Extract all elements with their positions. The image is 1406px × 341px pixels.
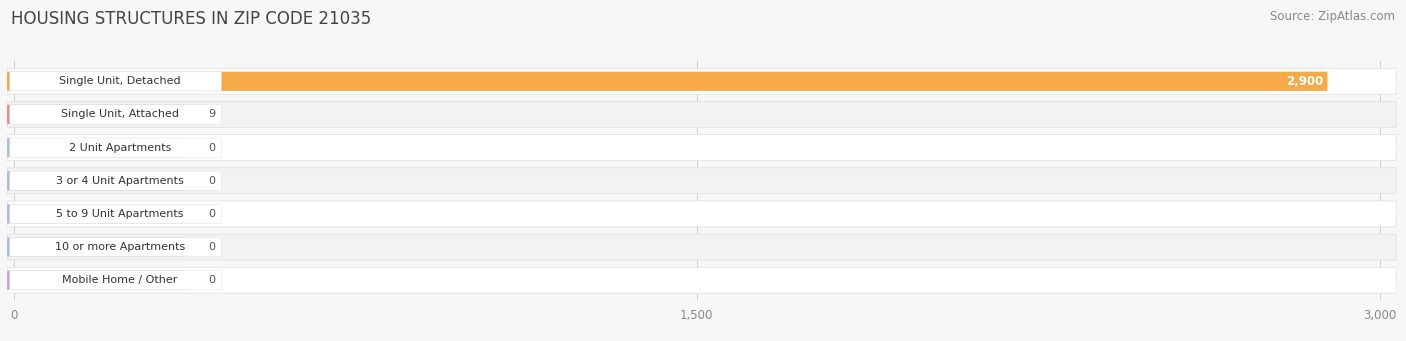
Text: 2 Unit Apartments: 2 Unit Apartments <box>69 143 172 152</box>
Text: Mobile Home / Other: Mobile Home / Other <box>62 275 177 285</box>
FancyBboxPatch shape <box>10 171 222 190</box>
FancyBboxPatch shape <box>7 234 1396 260</box>
FancyBboxPatch shape <box>7 267 1396 293</box>
Text: 3 or 4 Unit Apartments: 3 or 4 Unit Apartments <box>56 176 184 186</box>
Text: 0: 0 <box>208 143 215 152</box>
Text: 0: 0 <box>208 242 215 252</box>
Text: Source: ZipAtlas.com: Source: ZipAtlas.com <box>1270 10 1395 23</box>
FancyBboxPatch shape <box>7 270 184 290</box>
FancyBboxPatch shape <box>10 72 222 91</box>
Text: 0: 0 <box>208 209 215 219</box>
Text: Single Unit, Attached: Single Unit, Attached <box>60 109 179 119</box>
FancyBboxPatch shape <box>7 201 1396 227</box>
FancyBboxPatch shape <box>7 102 1396 127</box>
FancyBboxPatch shape <box>7 105 184 124</box>
Text: Single Unit, Detached: Single Unit, Detached <box>59 76 181 86</box>
Text: 0: 0 <box>208 176 215 186</box>
Text: 10 or more Apartments: 10 or more Apartments <box>55 242 186 252</box>
Text: 9: 9 <box>208 109 215 119</box>
Text: 2,900: 2,900 <box>1286 75 1323 88</box>
FancyBboxPatch shape <box>7 237 184 257</box>
FancyBboxPatch shape <box>7 204 184 223</box>
Text: 5 to 9 Unit Apartments: 5 to 9 Unit Apartments <box>56 209 184 219</box>
FancyBboxPatch shape <box>10 270 222 290</box>
FancyBboxPatch shape <box>10 237 222 257</box>
FancyBboxPatch shape <box>10 105 222 124</box>
FancyBboxPatch shape <box>7 72 1327 91</box>
FancyBboxPatch shape <box>7 135 1396 161</box>
FancyBboxPatch shape <box>7 68 1396 94</box>
FancyBboxPatch shape <box>10 138 222 157</box>
FancyBboxPatch shape <box>10 204 222 223</box>
FancyBboxPatch shape <box>7 171 184 190</box>
Text: HOUSING STRUCTURES IN ZIP CODE 21035: HOUSING STRUCTURES IN ZIP CODE 21035 <box>11 10 371 28</box>
FancyBboxPatch shape <box>7 138 184 157</box>
Text: 0: 0 <box>208 275 215 285</box>
FancyBboxPatch shape <box>7 168 1396 194</box>
